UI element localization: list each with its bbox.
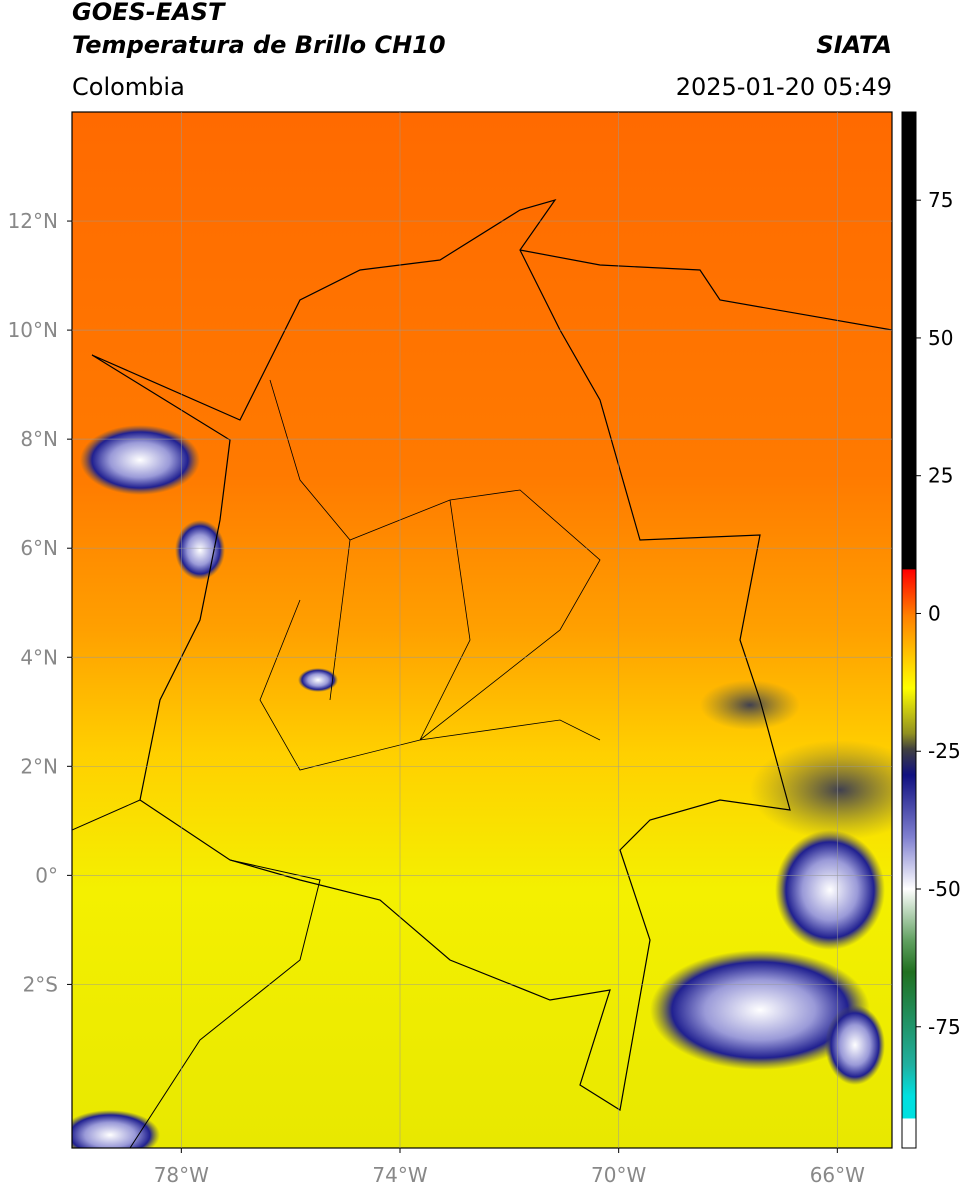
y-tick-label: 4°N: [20, 645, 58, 669]
map-frame: [71, 111, 893, 1149]
colorbar-tick-label: -75: [928, 1015, 961, 1039]
x-tick-label: 74°W: [372, 1163, 427, 1187]
y-tick-label: 10°N: [8, 318, 58, 342]
y-tick-label: 6°N: [20, 536, 58, 560]
x-tick-label: 78°W: [154, 1163, 209, 1187]
map-image: [72, 112, 892, 1148]
y-tick-label: 2°S: [23, 972, 58, 996]
y-tick-label: 8°N: [20, 427, 58, 451]
subtitle: Temperatura de Brillo CH10: [72, 31, 446, 59]
x-tick-label: 70°W: [591, 1163, 646, 1187]
x-tick-label: 66°W: [810, 1163, 865, 1187]
y-tick-label: 0°: [35, 863, 58, 887]
y-tick-label: 12°N: [8, 209, 58, 233]
colorbar-tick-label: -50: [928, 877, 961, 901]
colorbar-tick-label: -25: [928, 739, 961, 763]
source: SIATA: [816, 31, 892, 59]
colorbar-tick-label: 50: [928, 326, 953, 350]
region: Colombia: [72, 73, 185, 101]
datetime: 2025-01-20 05:49: [676, 73, 892, 101]
colorbar-tick-label: 25: [928, 464, 953, 488]
colorbar-tick-label: 75: [928, 188, 953, 212]
title: GOES-EAST: [72, 0, 226, 26]
colorbar-tick-label: 0: [928, 601, 941, 625]
y-tick-label: 2°N: [20, 754, 58, 778]
colorbar: [901, 111, 917, 1149]
